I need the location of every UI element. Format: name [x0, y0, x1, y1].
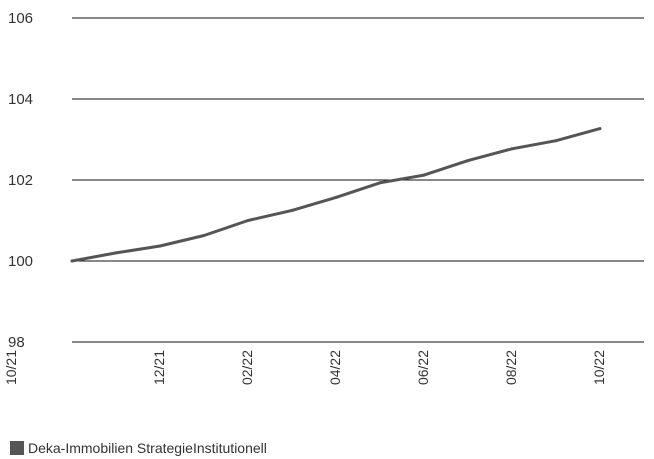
data-point: [510, 147, 514, 151]
y-tick-label: 102: [8, 172, 33, 189]
y-tick-label: 98: [8, 334, 25, 351]
legend: Deka-Immobilien StrategieInstitutionell: [10, 440, 267, 456]
y-tick-label: 100: [8, 253, 33, 270]
y-axis-tick-labels: 98 100 102 104 106: [8, 10, 33, 351]
data-point: [158, 244, 162, 248]
data-point: [114, 251, 118, 255]
grid-lines: [72, 17, 644, 343]
data-point: [466, 159, 470, 163]
legend-label: Deka-Immobilien StrategieInstitutionell: [28, 440, 267, 456]
data-point: [378, 181, 382, 185]
y-tick-label: 106: [8, 10, 33, 27]
data-point: [422, 173, 426, 177]
data-point: [246, 219, 250, 222]
x-tick-label: 12/21: [151, 350, 167, 385]
data-point: [334, 195, 338, 199]
data-point: [70, 259, 74, 263]
x-tick-label: 10/21: [3, 350, 19, 385]
series-line-0: [70, 127, 602, 263]
data-point: [598, 127, 602, 131]
x-tick-label: 08/22: [503, 350, 519, 385]
data-point: [290, 208, 294, 212]
x-tick-label: 10/22: [591, 350, 607, 385]
data-point: [202, 234, 206, 237]
y-tick-label: 104: [8, 91, 33, 108]
data-point: [554, 139, 558, 143]
line-chart: 98 100 102 104 106 10/21 12/21 02/22 04/22 06/22…: [3, 10, 644, 385]
x-axis-tick-labels: 10/21 12/21 02/22 04/22 06/22 08/22 10/22: [3, 350, 607, 385]
series-layer: [70, 127, 602, 263]
legend-swatch: [10, 441, 24, 455]
x-tick-label: 06/22: [415, 350, 431, 385]
x-tick-label: 02/22: [239, 350, 255, 385]
x-tick-label: 04/22: [327, 350, 343, 385]
